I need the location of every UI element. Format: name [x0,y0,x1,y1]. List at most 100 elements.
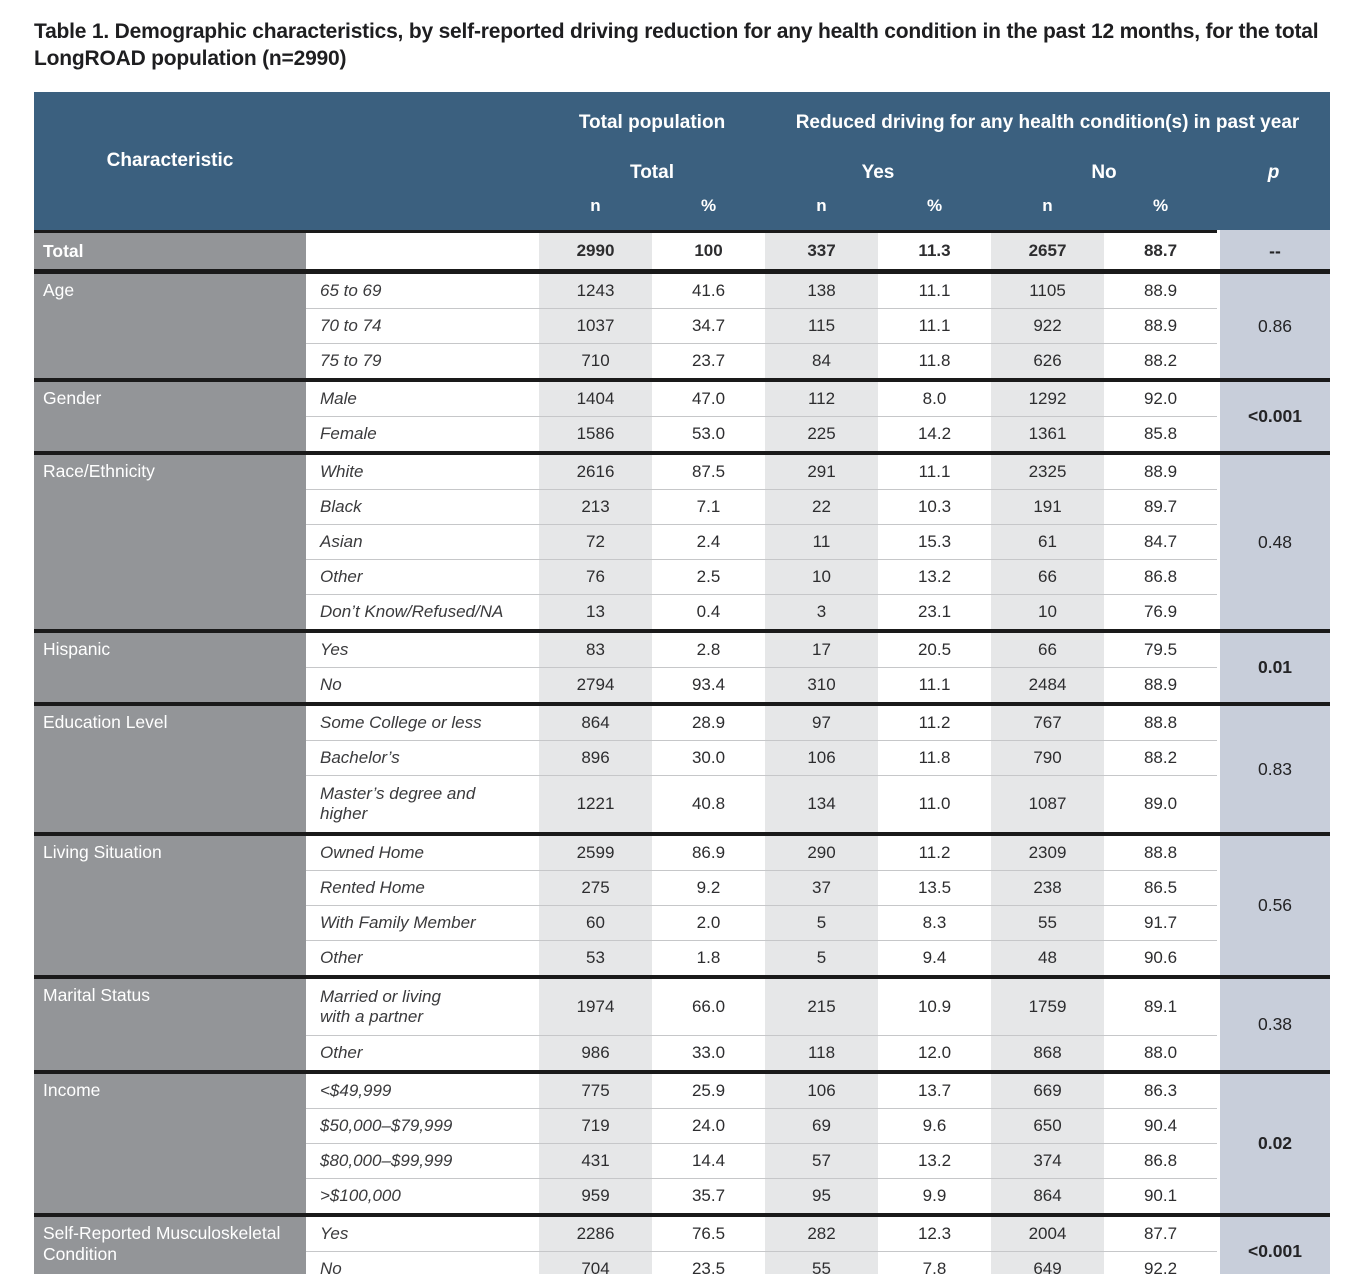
header-total: Total [630,162,674,183]
value-cell: 7.1 [696,497,721,516]
value-cell: 106 [765,1074,878,1108]
value-cell: 704 [539,1252,652,1274]
value-cell: 10 [765,560,878,594]
value-cell: 95 [765,1179,878,1213]
value-cell: 1361 [991,417,1104,451]
value-cell: 48 [991,941,1104,975]
value-cell: 790 [991,741,1104,775]
value-cell: 9.2 [696,878,721,897]
value-cell: 290 [765,836,878,870]
value-cell: 922 [991,309,1104,343]
row-group-marital-status: Marital Status Married or living with a … [34,979,1330,1074]
category-label: <$49,999 [320,1081,392,1100]
value-cell: 2.8 [696,640,721,659]
value-cell: 2004 [991,1217,1104,1251]
value-cell: 626 [991,344,1104,378]
row-group-hispanic: Hispanic Yes 83 2.8 17 20.5 66 79.5 No 2… [34,633,1330,706]
value-cell: 2599 [539,836,652,870]
category-label: Black [320,497,362,516]
value-cell: 13.5 [917,878,952,897]
table-row: Some College or less 864 28.9 97 11.2 76… [306,706,1217,740]
value-cell: 88.8 [1143,843,1178,862]
value-cell: 88.9 [1143,462,1178,481]
value-cell: 84 [765,344,878,378]
value-cell: 10 [991,595,1104,629]
value-cell: 115 [765,309,878,343]
value-cell: 11.1 [918,462,951,481]
row-group-label: Self-Reported Musculoskeletal Condition [34,1217,306,1274]
table-row: Master’s degree and higher 1221 40.8 134… [306,775,1217,832]
value-cell: 282 [765,1217,878,1251]
value-cell: 3 [765,595,878,629]
value-cell: 291 [765,455,878,489]
value-cell: 112 [765,382,878,416]
value-cell: 86.9 [691,843,726,862]
value-cell: 238 [991,871,1104,905]
value-cell: 1292 [991,382,1104,416]
value-cell: 88.9 [1143,675,1178,694]
value-cell: 8.3 [922,913,947,932]
value-cell: 1404 [539,382,652,416]
value-cell: 215 [765,979,878,1035]
table-row: 65 to 69 1243 41.6 138 11.1 1105 88.9 [306,274,1217,308]
value-cell: 47.0 [691,389,726,408]
value-cell: 88.2 [1143,351,1178,370]
category-label: Master’s degree and higher [320,784,476,823]
value-cell: 60 [539,906,652,940]
row-group-label: Hispanic [34,633,306,702]
value-cell: 959 [539,1179,652,1213]
value-cell: 89.0 [1143,794,1178,813]
value-cell: 92.0 [1143,389,1178,408]
header-p: p [1267,162,1280,183]
value-cell: 24.0 [691,1116,726,1135]
value-cell: 86.5 [1143,878,1178,897]
value-cell: 1087 [991,776,1104,832]
category-label: Yes [320,640,349,659]
value-cell: 118 [765,1036,878,1070]
value-cell: 88.0 [1143,1043,1178,1062]
value-cell: 22 [765,490,878,524]
value-cell: 90.1 [1143,1186,1178,1205]
value-cell: 710 [539,344,652,378]
value-cell: 2657 [991,233,1104,269]
value-cell: 37 [765,871,878,905]
value-cell: 0.4 [696,602,721,621]
row-group-label: Living Situation [34,836,306,975]
table-row: Owned Home 2599 86.9 290 11.2 2309 88.8 [306,836,1217,870]
value-cell: 88.9 [1143,316,1178,335]
value-cell: 9.4 [922,948,947,967]
p-value: <0.001 [1217,1217,1330,1274]
value-cell: 55 [991,906,1104,940]
value-cell: 33.0 [691,1043,726,1062]
category-label: No [320,675,342,694]
row-group-label: Education Level [34,706,306,832]
value-cell: 767 [991,706,1104,740]
table-row: Female 1586 53.0 225 14.2 1361 85.8 [306,416,1217,451]
category-label: 75 to 79 [320,351,382,370]
value-cell: 88.2 [1143,748,1178,767]
value-cell: 719 [539,1109,652,1143]
header-pct-total: % [700,196,717,215]
category-label: $80,000–$99,999 [320,1151,453,1170]
table-row: Yes 2286 76.5 282 12.3 2004 87.7 [306,1217,1217,1251]
value-cell: 13.2 [917,567,952,586]
value-cell: 11.0 [918,794,951,813]
value-cell: 7.8 [922,1259,947,1274]
category-label: Some College or less [320,713,482,732]
category-label: Rented Home [320,878,425,897]
value-cell: 11.2 [918,713,951,732]
table-row: Bachelor’s 896 30.0 106 11.8 790 88.2 [306,740,1217,775]
value-cell: 9.6 [922,1116,947,1135]
value-cell: 28.9 [691,713,726,732]
p-value: 0.38 [1217,979,1330,1070]
value-cell: 2.4 [696,532,721,551]
value-cell: 896 [539,741,652,775]
value-cell: 15.3 [917,532,952,551]
table-row: Other 53 1.8 5 9.4 48 90.6 [306,940,1217,975]
header-pct-no: % [1152,196,1169,215]
p-value: 0.48 [1217,455,1330,629]
value-cell: 30.0 [691,748,726,767]
table-row: With Family Member 60 2.0 5 8.3 55 91.7 [306,905,1217,940]
category-label: $50,000–$79,999 [320,1116,453,1135]
value-cell: 431 [539,1144,652,1178]
